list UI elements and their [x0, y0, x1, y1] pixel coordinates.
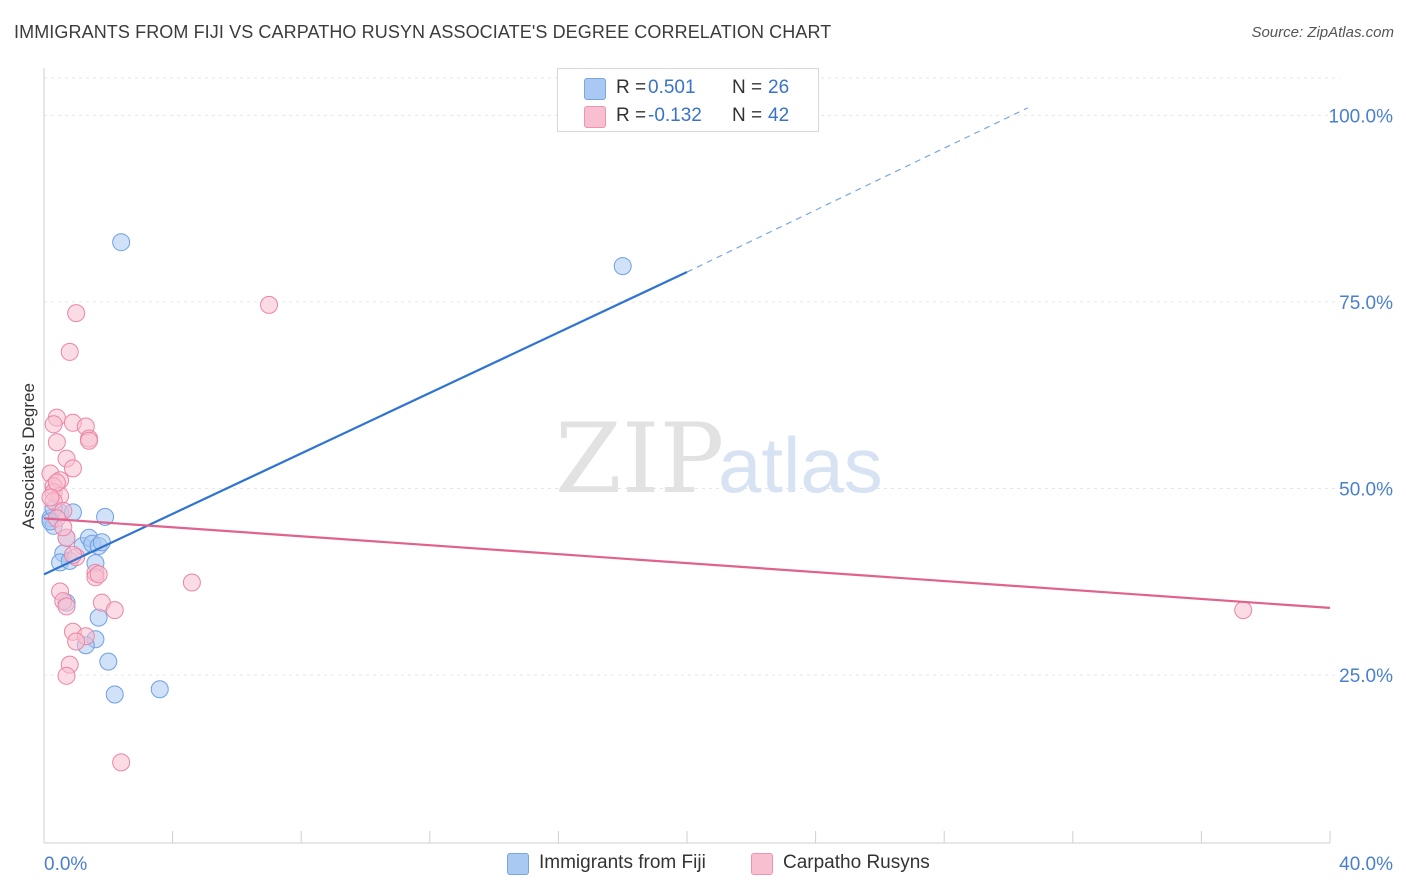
legend-r-value: -0.132: [648, 105, 702, 126]
correlation-legend: R = 0.501 N = 26 R = -0.132 N = 42: [557, 68, 819, 132]
axes: [43, 68, 1331, 844]
trend-line-fiji-extension: [686, 107, 1029, 273]
point-rusyn: [63, 459, 82, 478]
point-rusyn: [57, 597, 76, 616]
legend-n-value: 42: [768, 105, 790, 126]
legend-n-value: 26: [768, 77, 790, 98]
legend-swatch-rusyn: [584, 106, 606, 128]
legend-swatch-fiji: [584, 78, 606, 100]
point-rusyn: [47, 473, 66, 492]
point-rusyn: [44, 415, 63, 434]
point-rusyn: [57, 666, 76, 685]
y-tick-label: 75.0%: [1339, 293, 1393, 314]
point-fiji: [613, 257, 632, 276]
legend-r-value: 0.501: [648, 77, 696, 98]
legend-r-label: R =: [616, 105, 647, 126]
point-rusyn: [80, 431, 99, 450]
watermark-zip: ZIP: [555, 403, 724, 515]
point-rusyn: [47, 433, 66, 452]
legend-n-label: N =: [732, 105, 763, 126]
point-fiji: [96, 507, 115, 526]
point-rusyn: [60, 342, 79, 361]
point-rusyn: [54, 518, 73, 537]
watermark: ZIP atlas: [555, 403, 883, 515]
y-tick-label: 100.0%: [1329, 106, 1394, 127]
point-rusyn: [67, 632, 86, 651]
watermark-atlas: atlas: [718, 421, 883, 509]
point-fiji: [99, 652, 118, 671]
point-fiji: [105, 685, 124, 704]
data-points: [41, 233, 1253, 772]
point-fiji: [150, 680, 169, 699]
bottom-legend-swatch-rusyn: [751, 853, 773, 875]
gridlines: [44, 77, 1340, 676]
y-tick-label: 50.0%: [1339, 479, 1393, 500]
bottom-legend-swatch-fiji: [507, 853, 529, 875]
y-tick-label: 25.0%: [1339, 666, 1393, 687]
trend-lines: [43, 107, 1331, 609]
trend-line-fiji: [43, 271, 688, 576]
bottom-legend-label: Carpatho Rusyns: [783, 852, 930, 873]
x-tick-label: 40.0%: [1339, 854, 1393, 875]
point-rusyn: [260, 295, 279, 314]
axis-labels: 25.0% 50.0% 75.0% 100.0% 0.0% 40.0% Associate'…: [19, 106, 1393, 875]
point-rusyn: [89, 565, 108, 584]
point-rusyn: [112, 753, 131, 772]
bottom-legend-label: Immigrants from Fiji: [539, 852, 706, 873]
point-rusyn: [1234, 601, 1253, 620]
point-rusyn: [41, 488, 60, 507]
point-fiji: [89, 608, 108, 627]
legend-n-label: N =: [732, 77, 763, 98]
x-tick-label: 0.0%: [44, 854, 87, 875]
chart-title: IMMIGRANTS FROM FIJI VS CARPATHO RUSYN A…: [14, 22, 832, 42]
source-label: Source: ZipAtlas.com: [1251, 24, 1394, 41]
point-rusyn: [67, 304, 86, 323]
legend-r-label: R =: [616, 77, 647, 98]
point-fiji: [112, 233, 131, 252]
y-axis-label: Associate's Degree: [19, 383, 38, 529]
point-rusyn: [105, 601, 124, 620]
trend-line-rusyn: [43, 517, 1331, 609]
point-rusyn: [182, 573, 201, 592]
